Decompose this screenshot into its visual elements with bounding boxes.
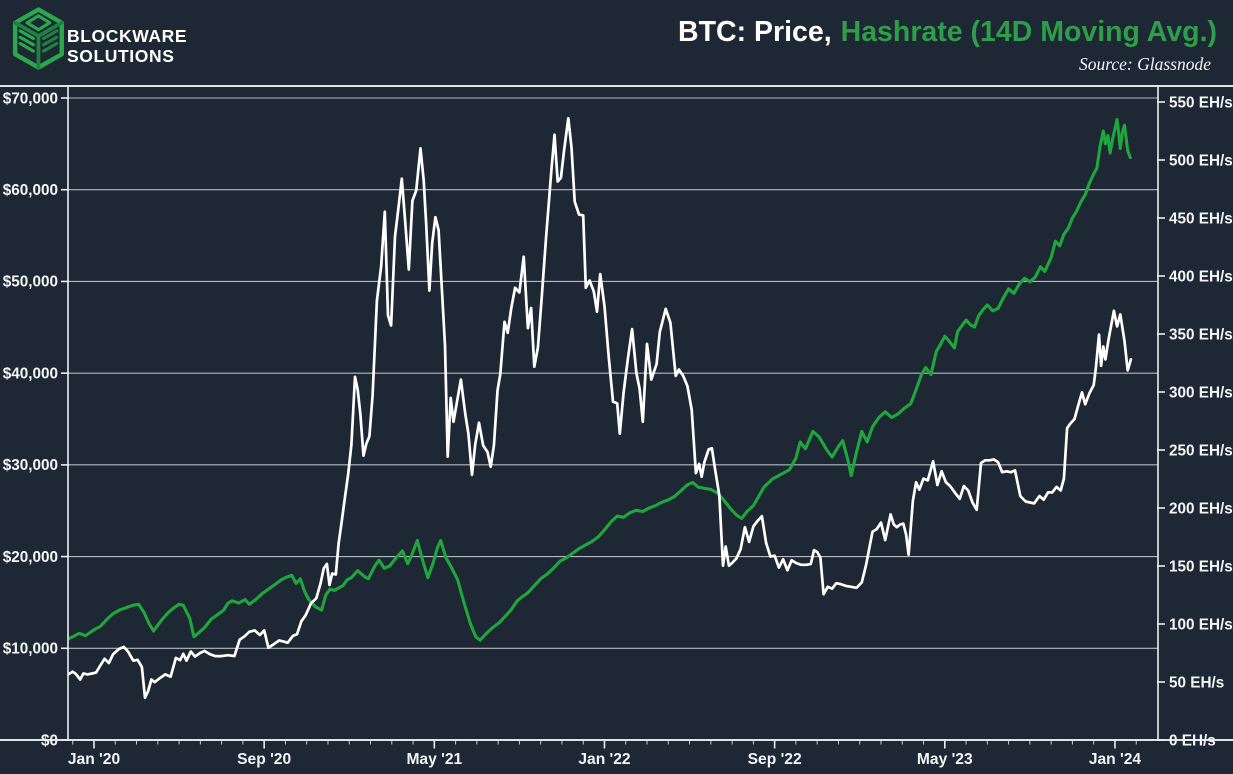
y-right-tick-label: 350 EH/s <box>1169 326 1233 343</box>
btc-price-line <box>68 116 1133 700</box>
y-left-tick-label: $10,000 <box>3 641 58 658</box>
y-left-tick-label: $20,000 <box>3 549 58 566</box>
y-right-tick-label: 250 EH/s <box>1169 442 1233 459</box>
series-layer <box>68 116 1133 700</box>
header: BLOCKWARE SOLUTIONS BTC: Price, Hashrate … <box>12 7 1217 74</box>
x-tick-label: Jan '22 <box>578 751 631 768</box>
y-left-tick-label: $50,000 <box>3 274 58 291</box>
x-tick-label: May '23 <box>917 751 973 768</box>
chart-title: BTC: Price, Hashrate (14D Moving Avg.) <box>678 16 1217 48</box>
y-right-tick-label: 100 EH/s <box>1169 616 1233 633</box>
x-tick-label: Jan '20 <box>68 751 121 768</box>
brand-name-line2: SOLUTIONS <box>67 46 175 66</box>
hashrate-line <box>68 117 1132 642</box>
blockware-cube-logo-icon <box>12 7 64 70</box>
chart-title-price-part: BTC: Price, <box>678 16 832 48</box>
x-tick-label: Sep '22 <box>748 751 802 768</box>
axis-labels: $0$10,000$20,000$30,000$40,000$50,000$60… <box>3 90 1233 768</box>
y-right-tick-label: 150 EH/s <box>1169 558 1233 575</box>
y-right-tick-label: 500 EH/s <box>1169 152 1233 169</box>
y-left-tick-label: $30,000 <box>3 457 58 474</box>
y-left-tick-label: $60,000 <box>3 182 58 199</box>
y-left-tick-label: $70,000 <box>3 90 58 107</box>
y-right-tick-label: 550 EH/s <box>1169 94 1233 111</box>
source-label: Source: Glassnode <box>1079 54 1211 74</box>
brand-name-line1: BLOCKWARE <box>67 26 187 46</box>
y-right-tick-label: 50 EH/s <box>1169 674 1224 691</box>
x-tick-label: Jan '24 <box>1089 751 1142 768</box>
y-left-tick-label: $40,000 <box>3 365 58 382</box>
logo-letter-s-slats <box>41 29 59 53</box>
logo-top-diamond <box>25 14 52 32</box>
y-right-tick-label: 400 EH/s <box>1169 268 1233 285</box>
chart-title-hashrate-part: Hashrate (14D Moving Avg.) <box>841 16 1217 48</box>
x-tick-label: Sep '20 <box>237 751 291 768</box>
x-tick-label: May '21 <box>406 751 462 768</box>
y-right-tick-label: 450 EH/s <box>1169 210 1233 227</box>
y-right-tick-label: 300 EH/s <box>1169 384 1233 401</box>
logo-letter-b-slats <box>18 29 35 53</box>
y-right-tick-label: 200 EH/s <box>1169 500 1233 517</box>
chart-frame <box>0 85 1233 741</box>
logo-cube-seams <box>13 20 64 70</box>
gridlines <box>68 97 1158 649</box>
